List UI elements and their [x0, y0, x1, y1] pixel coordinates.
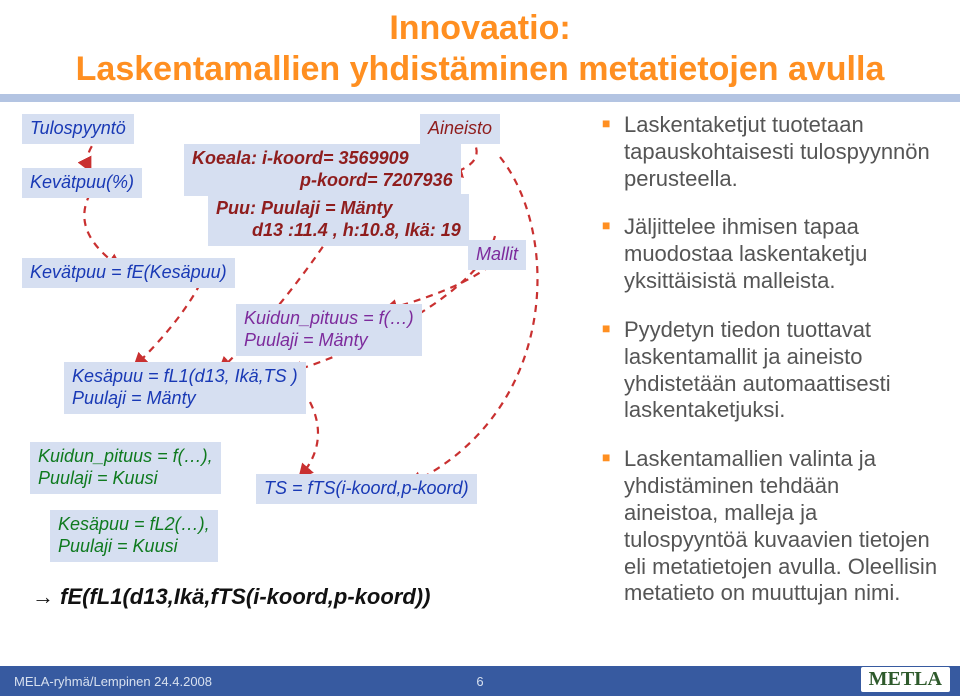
- box-kevatpuu-pct: Kevätpuu(%): [22, 168, 142, 198]
- puu-b: d13 :11.4 , h:10.8, Ikä: 19: [216, 220, 461, 240]
- bullet-3: Pyydetyn tiedon tuottavat laskentamallit…: [602, 317, 938, 424]
- kuidun-manty-a: Kuidun_pituus = f(…): [244, 308, 414, 328]
- fl1-a: Kesäpuu = fL1(d13, Ikä,TS ): [72, 366, 298, 386]
- bullet-4: Laskentamallien valinta ja yhdistäminen …: [602, 446, 938, 607]
- ts-eq: TS = fTS(i-koord,p-koord): [264, 478, 469, 498]
- kuidun-kuusi-a: Kuidun_pituus = f(…),: [38, 446, 213, 466]
- aineisto-label: Aineisto: [428, 118, 492, 138]
- box-fl2-kuusi: Kesäpuu = fL2(…), Puulaji = Kuusi: [50, 510, 218, 562]
- kuidun-kuusi-b: Puulaji = Kuusi: [38, 468, 158, 488]
- box-kuidun-kuusi: Kuidun_pituus = f(…), Puulaji = Kuusi: [30, 442, 221, 494]
- box-fl1-manty: Kesäpuu = fL1(d13, Ikä,TS ) Puulaji = Mä…: [64, 362, 306, 414]
- box-mallit: Mallit: [468, 240, 526, 270]
- kevatpuu-pct: Kevätpuu(%): [30, 172, 134, 192]
- bullet-1: Laskentaketjut tuotetaan tapauskohtaises…: [602, 112, 938, 192]
- box-tulospyynto: Tulospyyntö: [22, 114, 134, 144]
- divider-band: [0, 94, 960, 102]
- final-expression: → fE(fL1(d13,Ikä,fTS(i-koord,p-koord)): [32, 584, 430, 610]
- mallit-label: Mallit: [476, 244, 518, 264]
- bullet-2: Jäljittelee ihmisen tapaa muodostaa lask…: [602, 214, 938, 294]
- box-aineisto: Aineisto: [420, 114, 500, 144]
- kuidun-manty-b: Puulaji = Mänty: [244, 330, 368, 350]
- kevatpuu-eq: Kevätpuu = fE(Kesäpuu): [30, 262, 227, 282]
- title-line-2: Laskentamallien yhdistäminen metatietoje…: [76, 50, 885, 88]
- slide-root: Innovaatio: Laskentamallien yhdistäminen…: [0, 0, 960, 696]
- tulospyynto-label: Tulospyyntö: [30, 118, 126, 138]
- footer: MELA-ryhmä/Lempinen 24.4.2008 6: [0, 666, 960, 696]
- fl2-a: Kesäpuu = fL2(…),: [58, 514, 210, 534]
- box-kuidun-manty: Kuidun_pituus = f(…) Puulaji = Mänty: [236, 304, 422, 356]
- koeala-b: p-koord= 7207936: [192, 170, 453, 190]
- bullet-list: Laskentaketjut tuotetaan tapauskohtaises…: [602, 112, 938, 629]
- box-puu: Puu: Puulaji = Mänty d13 :11.4 , h:10.8,…: [208, 194, 469, 246]
- fl2-b: Puulaji = Kuusi: [58, 536, 178, 556]
- metla-logo: METLA: [861, 667, 950, 692]
- fl1-b: Puulaji = Mänty: [72, 388, 196, 408]
- diagram-stage: Tulospyyntö Kevätpuu(%) Kevätpuu = fE(Ke…: [0, 112, 600, 666]
- box-fe: Kevätpuu = fE(Kesäpuu): [22, 258, 235, 288]
- box-koeala: Koeala: i-koord= 3569909 p-koord= 720793…: [184, 144, 461, 196]
- final-text: → fE(fL1(d13,Ikä,fTS(i-koord,p-koord)): [32, 584, 430, 609]
- koeala-a: Koeala: i-koord= 3569909: [192, 148, 409, 168]
- puu-a: Puu: Puulaji = Mänty: [216, 198, 393, 218]
- footer-page: 6: [476, 674, 483, 689]
- slide-title: Innovaatio: Laskentamallien yhdistäminen…: [0, 8, 960, 91]
- footer-left: MELA-ryhmä/Lempinen 24.4.2008: [14, 674, 212, 689]
- title-line-1: Innovaatio:: [389, 9, 570, 47]
- box-fts: TS = fTS(i-koord,p-koord): [256, 474, 477, 504]
